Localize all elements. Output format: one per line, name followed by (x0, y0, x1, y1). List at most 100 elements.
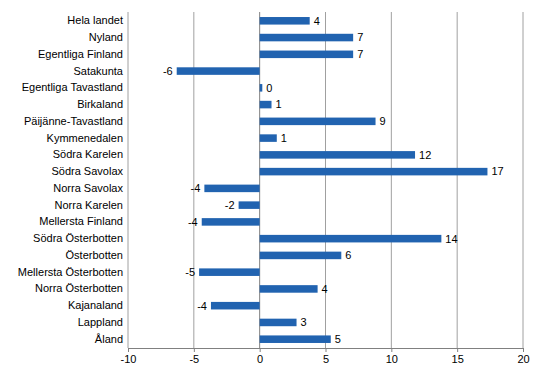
tick-mark (457, 348, 458, 352)
tick-label: 5 (323, 353, 329, 365)
data-label: -2 (225, 199, 235, 211)
data-label: 4 (322, 283, 328, 295)
tick: 5 (323, 348, 329, 365)
bar (204, 185, 259, 193)
tick: Mellersta Österbotten (18, 266, 128, 278)
tick-label: Norra Karelen (55, 199, 123, 211)
bars (177, 17, 488, 343)
grid-line (325, 12, 326, 348)
bar (199, 268, 260, 276)
data-label: 7 (357, 48, 363, 60)
tick: 10 (386, 348, 398, 365)
tick: Södra Savolax (51, 165, 128, 177)
tick-label: Kajanaland (68, 299, 123, 311)
grid-line (391, 12, 392, 348)
tick: Norra Karelen (55, 199, 128, 211)
tick: Satakunta (73, 65, 128, 77)
tick: Birkaland (77, 98, 128, 110)
bar (177, 67, 260, 75)
data-labels: 477-601911217-4-2-4146-54-435 (163, 15, 504, 345)
bar (211, 302, 260, 310)
tick-label: Norra Savolax (53, 182, 123, 194)
bar (202, 218, 260, 226)
tick: Egentliga Tavastland (22, 81, 128, 93)
tick: 15 (452, 348, 464, 365)
bar (260, 285, 318, 293)
bar (260, 151, 415, 159)
data-label: -4 (188, 216, 198, 228)
tick: Södra Österbotten (33, 232, 128, 244)
data-label: -4 (191, 182, 201, 194)
bar (260, 34, 353, 42)
bar (260, 134, 277, 142)
bar (260, 51, 353, 59)
data-label: 1 (281, 132, 287, 144)
bar (260, 252, 342, 260)
tick-label: Hela landet (67, 14, 123, 26)
tick-mark (326, 348, 327, 352)
tick-label: Södra Österbotten (33, 232, 123, 244)
grid-line (128, 12, 129, 348)
bar (260, 101, 272, 109)
tick: Norra Österbotten (35, 282, 128, 294)
bar (239, 201, 260, 209)
data-label: 7 (357, 31, 363, 43)
bar (260, 118, 376, 126)
tick-label: Lappland (78, 316, 123, 328)
tick: Österbotten (66, 249, 128, 261)
tick: Kajanaland (68, 299, 128, 311)
tick: Mellersta Finland (39, 215, 128, 227)
tick: 20 (517, 348, 529, 365)
data-label: 17 (491, 165, 503, 177)
tick: Päijänne-Tavastland (24, 115, 128, 127)
tick-label: Södra Savolax (51, 165, 123, 177)
tick: -5 (189, 348, 199, 365)
data-label: 3 (301, 316, 307, 328)
tick-label: -10 (121, 353, 137, 365)
data-label: 14 (445, 233, 457, 245)
tick-label: 10 (386, 353, 398, 365)
tick: Nyland (89, 31, 128, 43)
plot: -10-505101520Hela landetNylandEgentliga … (18, 12, 530, 365)
tick-mark (523, 348, 524, 352)
chart: -10-505101520Hela landetNylandEgentliga … (0, 0, 546, 376)
data-label: 5 (335, 333, 341, 345)
tick-label: Satakunta (73, 65, 123, 77)
tick-label: Norra Österbotten (35, 282, 123, 294)
tick-label: Åland (95, 333, 123, 345)
tick: Åland (95, 333, 128, 345)
tick: -10 (121, 348, 137, 365)
tick: Egentliga Finland (38, 48, 128, 60)
tick-mark (260, 348, 261, 352)
tick-label: Egentliga Tavastland (22, 81, 123, 93)
tick-label: Birkaland (77, 98, 123, 110)
bar (260, 168, 488, 176)
grid-line (457, 12, 458, 348)
tick-label: Österbotten (66, 249, 123, 261)
tick-label: Mellersta Finland (39, 215, 123, 227)
grid-line (523, 12, 524, 348)
tick-label: Nyland (89, 31, 123, 43)
data-label: -5 (185, 266, 195, 278)
tick-label: Mellersta Österbotten (18, 266, 123, 278)
tick: Lappland (78, 316, 128, 328)
y-axis: Hela landet Nyland Egentliga Finland Sataku… (18, 14, 128, 344)
tick: Hela landet (67, 14, 128, 26)
tick: 0 (257, 348, 263, 365)
axis-line (129, 349, 524, 353)
data-label: -6 (163, 65, 173, 77)
data-label: 9 (380, 115, 386, 127)
bar (260, 235, 442, 243)
data-label: 4 (314, 15, 320, 27)
tick: Norra Savolax (53, 182, 128, 194)
tick-label: Södra Karelen (53, 148, 123, 160)
x-axis: -10 -5 0 5 10 15 20 (121, 348, 530, 365)
tick-label: 15 (452, 353, 464, 365)
tick-label: 0 (257, 353, 263, 365)
grid-line (193, 12, 194, 348)
bar (260, 319, 297, 327)
tick-mark (194, 348, 195, 352)
tick-label: -5 (189, 353, 199, 365)
tick: Södra Karelen (53, 148, 128, 160)
bar (260, 335, 331, 343)
